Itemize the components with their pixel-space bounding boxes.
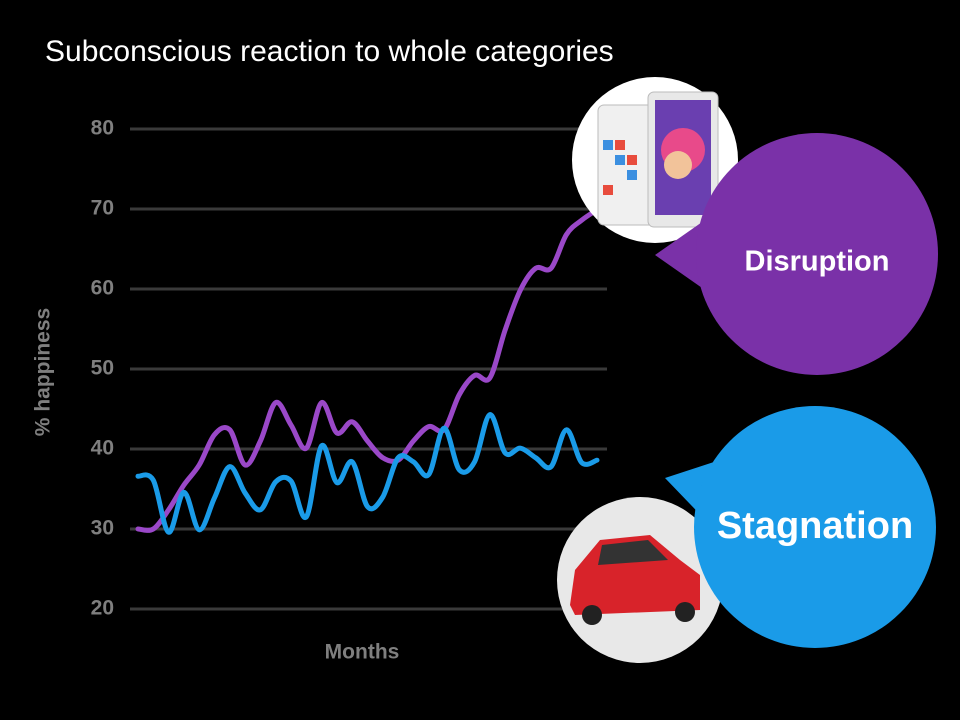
y-tick-label: 80 <box>91 117 114 140</box>
y-axis-label: % happiness <box>32 308 55 436</box>
y-tick-label: 20 <box>91 597 114 620</box>
y-tick-label: 70 <box>91 197 114 220</box>
disruption-callout <box>655 133 938 375</box>
y-tick-label: 50 <box>91 357 114 380</box>
series-line <box>135 207 600 533</box>
series-label: Stagnation <box>717 505 913 547</box>
series-line <box>135 412 600 535</box>
y-tick-label: 40 <box>91 437 114 460</box>
lines <box>135 207 600 535</box>
ipad-picture <box>572 77 738 243</box>
chart-title: Subconscious reaction to whole categorie… <box>45 35 614 68</box>
series-label: Disruption <box>745 246 890 278</box>
y-tick-label: 30 <box>91 517 114 540</box>
y-tick-label: 60 <box>91 277 114 300</box>
x-axis-label: Months <box>325 641 400 664</box>
stagnation-callout <box>665 406 936 648</box>
car-picture <box>557 497 723 663</box>
